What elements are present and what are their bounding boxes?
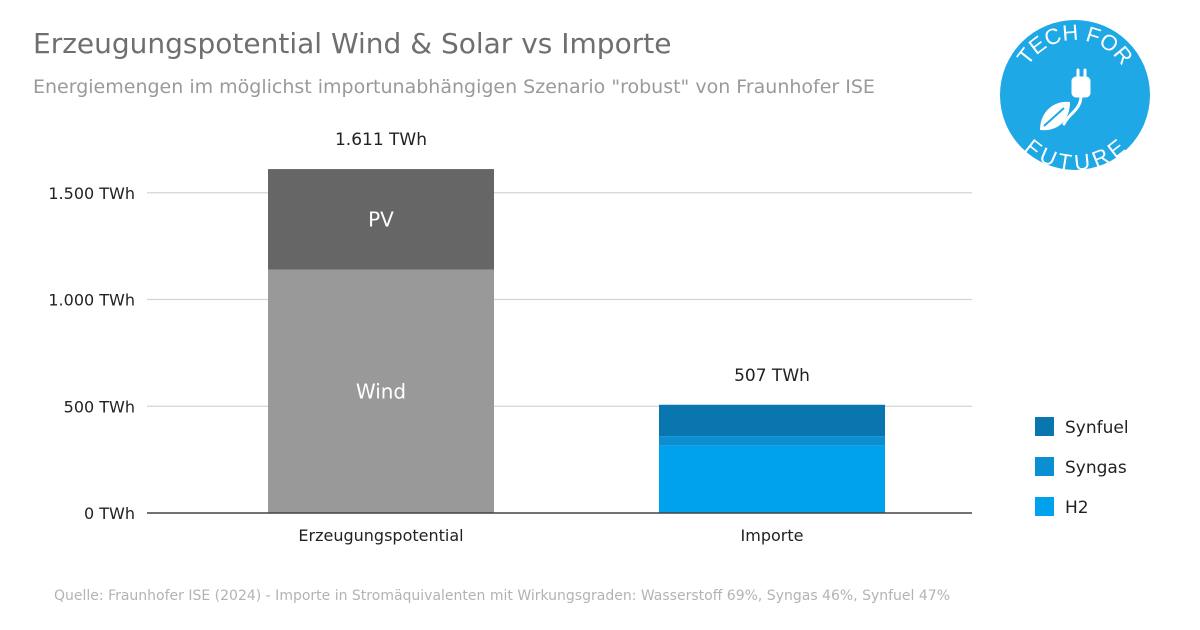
y-tick-label: 1.500 TWh xyxy=(48,184,135,203)
tech-for-future-logo: TECH FOR FUTURE xyxy=(1000,20,1150,172)
legend-swatch-synfuel xyxy=(1035,417,1054,436)
bar-segment-pv xyxy=(268,169,494,270)
y-tick-label: 500 TWh xyxy=(64,397,135,416)
bar-segment-label: Wind xyxy=(356,379,406,403)
bar-segment-label: PV xyxy=(368,207,394,231)
bar-total-label: 507 TWh xyxy=(734,366,810,386)
bar-segment-synfuel xyxy=(659,404,885,437)
bar-segment-wind xyxy=(268,269,494,513)
legend-label: Syngas xyxy=(1065,458,1127,478)
legend-label: Synfuel xyxy=(1065,418,1129,438)
bar-segment-h2 xyxy=(659,445,885,513)
x-category-label: Importe xyxy=(741,526,804,545)
legend-swatch-h2 xyxy=(1035,497,1054,516)
legend-label: H2 xyxy=(1065,498,1089,518)
source-note: Quelle: Fraunhofer ISE (2024) - Importe … xyxy=(54,588,950,604)
bar-segment-syngas xyxy=(659,436,885,446)
legend-swatch-syngas xyxy=(1035,457,1054,476)
x-category-label: Erzeugungspotential xyxy=(298,526,463,545)
chart-title: Erzeugungspotential Wind & Solar vs Impo… xyxy=(33,27,672,60)
bar-total-label: 1.611 TWh xyxy=(335,130,427,150)
chart-subtitle: Energiemengen im möglichst importunabhän… xyxy=(33,76,875,98)
y-tick-label: 1.000 TWh xyxy=(48,291,135,310)
y-tick-label: 0 TWh xyxy=(84,504,135,523)
plug-icon xyxy=(1062,68,1091,126)
